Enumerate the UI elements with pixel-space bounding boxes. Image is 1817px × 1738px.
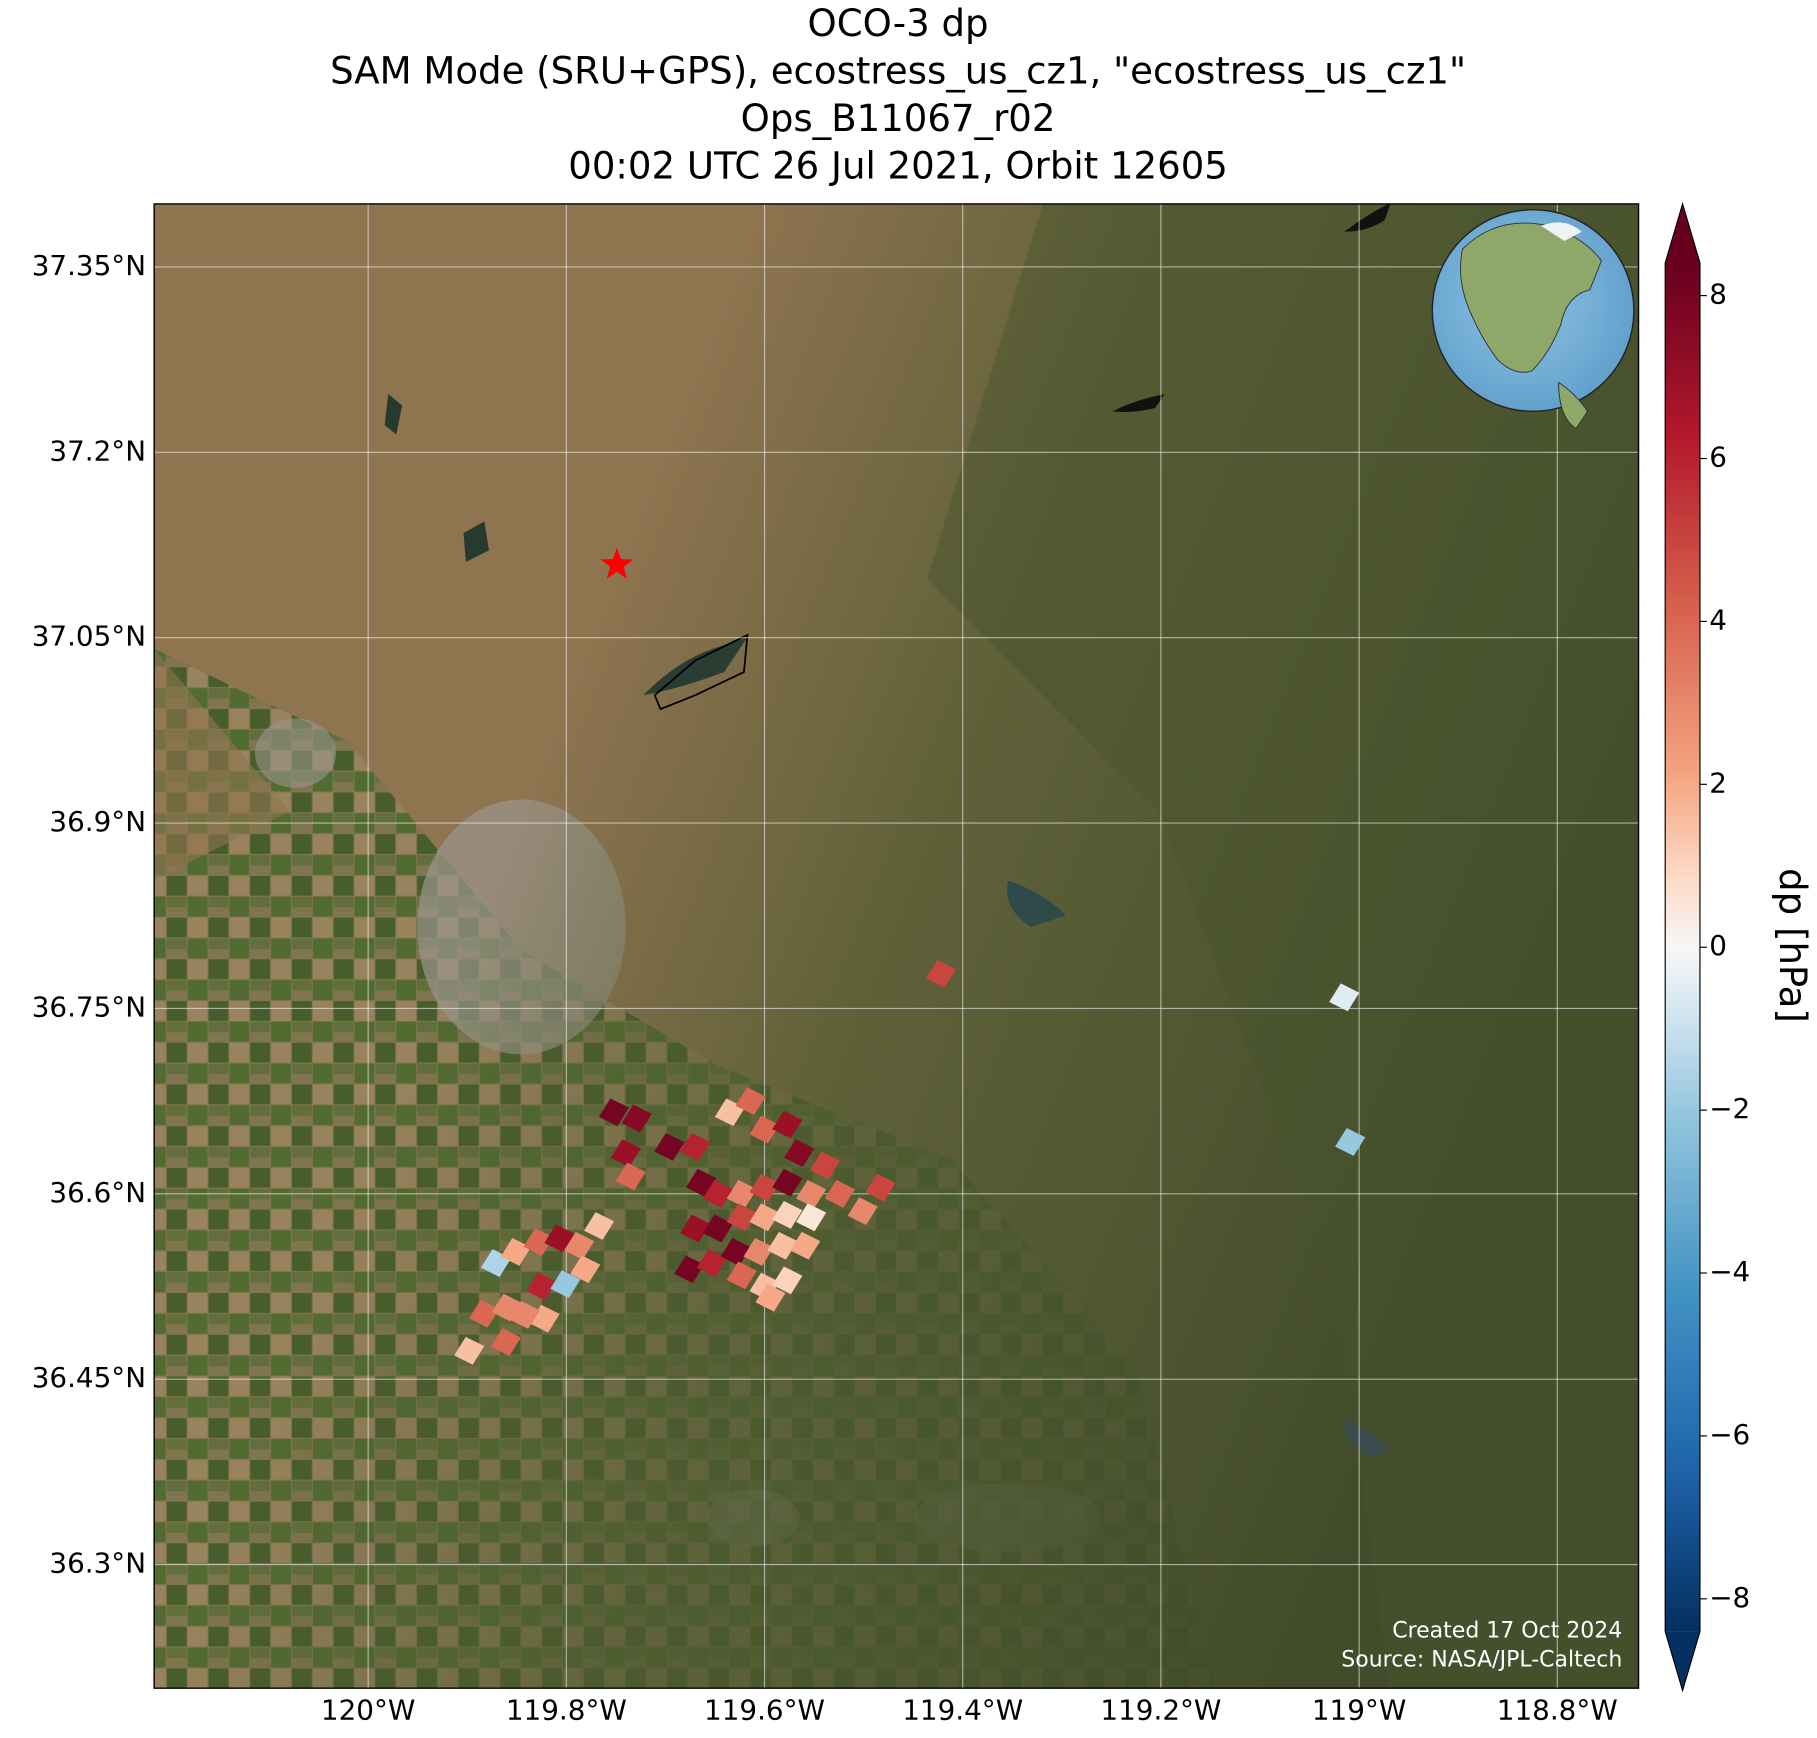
soundings: [454, 547, 1366, 1365]
colorbar-tick-label: 2: [1709, 766, 1727, 799]
y-tick-label: 36.75°N: [32, 990, 146, 1023]
sounding: [865, 1173, 896, 1202]
colorbar-tick-label: −4: [1709, 1255, 1750, 1288]
colorbar-tick-label: 4: [1709, 603, 1727, 636]
sounding: [544, 1224, 575, 1253]
colorbar-tick-label: −6: [1709, 1418, 1750, 1451]
sounding: [735, 1087, 766, 1116]
sounding: [796, 1179, 827, 1208]
credit-text: Source: NASA/JPL-Caltech: [1341, 1647, 1622, 1672]
colorbar-outline: [1664, 201, 1701, 1693]
x-tick-label: 119.6°W: [704, 1693, 825, 1726]
colorbar-label: dp [hPa]: [1771, 868, 1814, 1023]
sounding: [696, 1249, 728, 1277]
sounding: [469, 1299, 500, 1328]
x-tick-label: 119.4°W: [902, 1693, 1023, 1726]
sounding: [509, 1301, 540, 1329]
y-tick-label: 36.6°N: [49, 1176, 146, 1209]
sounding: [772, 1168, 803, 1197]
sounding: [702, 1179, 734, 1208]
sounding: [610, 1139, 641, 1167]
colorbar-tick-label: 0: [1709, 929, 1727, 962]
sounding: [1335, 1128, 1366, 1156]
sounding: [583, 1212, 615, 1240]
sounding: [550, 1270, 581, 1298]
sounding: [490, 1328, 521, 1357]
sounding: [743, 1238, 774, 1266]
sounding: [720, 1238, 751, 1266]
site-marker: [600, 547, 634, 579]
colorbar-tick-label: 6: [1709, 441, 1727, 474]
sounding: [680, 1214, 711, 1243]
sounding: [523, 1228, 554, 1256]
sounding: [726, 1261, 757, 1290]
sounding: [598, 1098, 629, 1127]
colorbar-extend-max: [1665, 203, 1700, 264]
x-tick-label: 119.8°W: [506, 1693, 627, 1726]
globe-inset: [1431, 209, 1635, 430]
y-tick-label: 36.9°N: [49, 805, 146, 838]
sounding: [790, 1231, 821, 1260]
sounding: [755, 1283, 786, 1312]
y-tick-label: 36.3°N: [49, 1547, 146, 1580]
x-tick-label: 119.2°W: [1100, 1693, 1221, 1726]
colorbar-tick-label: −2: [1709, 1092, 1750, 1125]
sounding: [570, 1255, 601, 1284]
grid: [154, 203, 1639, 1689]
sounding: [772, 1200, 803, 1229]
colorbar-tick-label: 8: [1709, 278, 1727, 311]
title-line: SAM Mode (SRU+GPS), ecostress_us_cz1, "e…: [330, 49, 1466, 92]
credit-text: Created 17 Oct 2024: [1392, 1618, 1622, 1643]
sounding: [847, 1197, 878, 1226]
sounding: [454, 1336, 485, 1365]
sounding: [784, 1139, 815, 1167]
x-tick-label: 118.8°W: [1497, 1693, 1618, 1726]
title-line: 00:02 UTC 26 Jul 2021, Orbit 12605: [568, 145, 1228, 188]
sounding: [500, 1238, 531, 1266]
colorbar: 8 6 4 2 0 −2 −4 −6 −8: [1664, 201, 1750, 1693]
y-tick-label: 37.35°N: [32, 249, 146, 282]
sounding: [749, 1173, 780, 1202]
title-line: OCO-3 dp: [808, 2, 989, 45]
colorbar-body: [1665, 263, 1700, 1632]
sounding: [772, 1266, 803, 1295]
y-tick-label: 36.45°N: [32, 1361, 146, 1394]
title-line: Ops_B11067_r02: [741, 97, 1056, 140]
x-tick-label: 119°W: [1312, 1693, 1406, 1726]
colorbar-extend-min: [1665, 1631, 1700, 1691]
sounding: [702, 1214, 734, 1243]
sounding: [809, 1151, 841, 1180]
sounding: [654, 1132, 685, 1161]
sounding: [680, 1132, 711, 1161]
sounding: [824, 1179, 855, 1208]
sounding: [796, 1203, 827, 1232]
sounding: [749, 1203, 780, 1232]
sounding: [767, 1231, 798, 1260]
sounding: [1329, 983, 1360, 1012]
sounding: [726, 1203, 757, 1232]
y-tick-label: 37.05°N: [32, 620, 146, 653]
sounding: [621, 1104, 652, 1133]
basemap: [154, 203, 1639, 1689]
sounding: [726, 1179, 757, 1208]
sounding: [749, 1115, 780, 1144]
sounding: [526, 1272, 557, 1301]
sounding: [674, 1255, 705, 1284]
sounding: [925, 959, 956, 988]
sounding: [564, 1231, 595, 1260]
plot-frame: [153, 203, 1640, 1689]
sounding: [772, 1110, 803, 1139]
y-tick-label: 37.2°N: [49, 434, 146, 467]
colorbar-tick-label: −8: [1709, 1581, 1750, 1614]
sounding: [615, 1162, 646, 1191]
x-tick-label: 120°W: [321, 1693, 415, 1726]
